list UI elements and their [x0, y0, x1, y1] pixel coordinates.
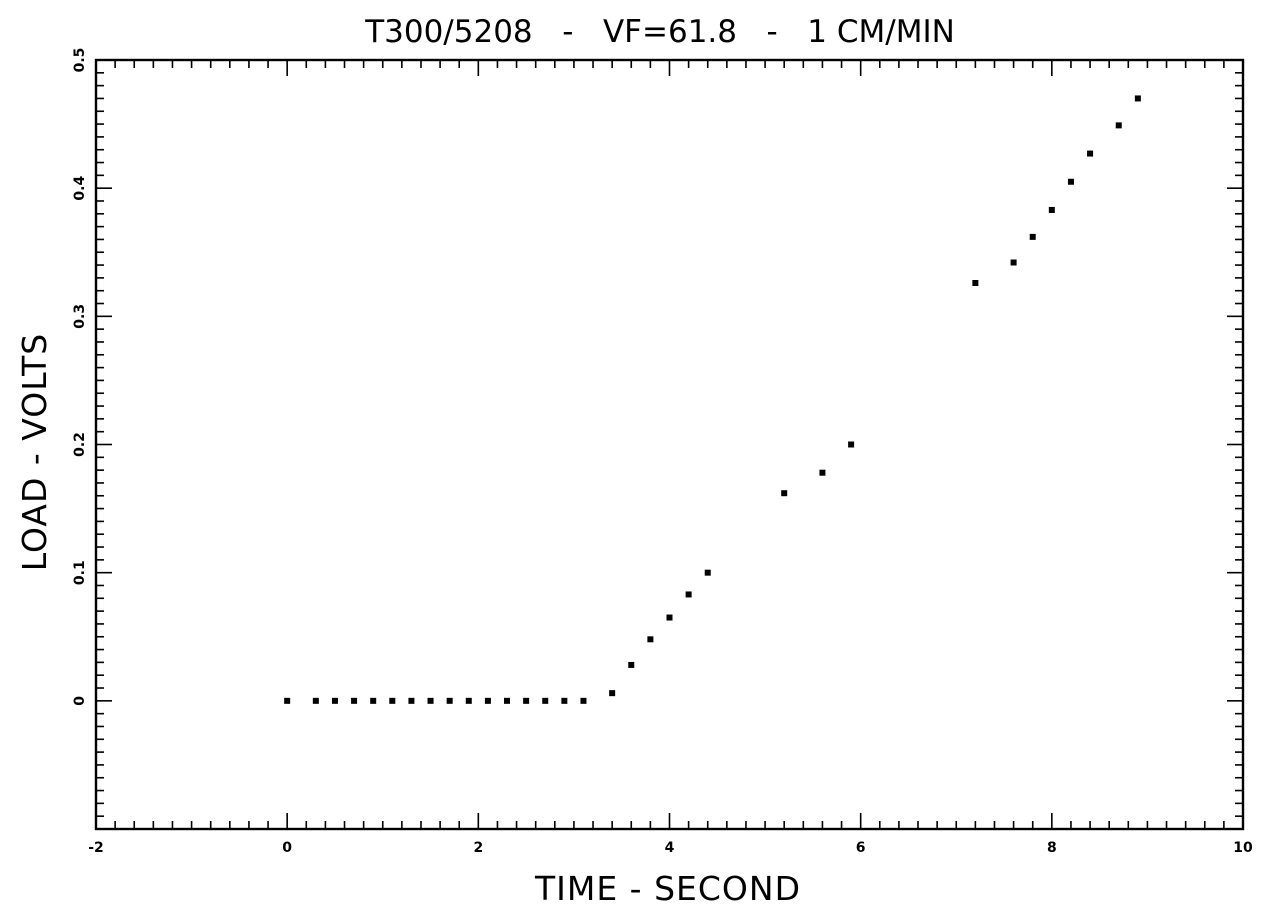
- data-point: [1115, 122, 1122, 129]
- data-point: [781, 490, 788, 497]
- data-point: [427, 697, 434, 704]
- plot-frame: [94, 58, 1245, 831]
- data-point: [351, 697, 358, 704]
- data-point: [523, 697, 530, 704]
- data-point: [1010, 259, 1017, 266]
- x-tick-label: 8: [1047, 840, 1057, 856]
- data-point: [704, 569, 711, 576]
- x-tick-label: 6: [856, 840, 866, 856]
- data-point: [408, 697, 415, 704]
- x-tick-label: 4: [665, 840, 675, 856]
- data-point: [561, 697, 568, 704]
- data-point: [312, 697, 319, 704]
- major-ticks: [95, 59, 1244, 829]
- chart-title: T300/5208 - VF=61.8 - 1 CM/MIN: [364, 14, 955, 50]
- data-point: [465, 697, 472, 704]
- y-axis-label: LOAD - VOLTS: [15, 333, 54, 571]
- data-point: [628, 661, 635, 668]
- x-tick-label: 10: [1233, 840, 1253, 856]
- data-point: [504, 697, 511, 704]
- y-tick-label: 0.2: [72, 432, 88, 457]
- x-tick-label: 2: [473, 840, 483, 856]
- data-point: [972, 280, 979, 287]
- x-tick-label: 0: [282, 840, 292, 856]
- data-point: [446, 697, 453, 704]
- y-tick-label: 0.3: [72, 304, 88, 329]
- x-tick-labels: -2 0 2 4 6 8 10: [88, 840, 1253, 856]
- data-point: [389, 697, 396, 704]
- data-point: [284, 697, 291, 704]
- x-tick-label: -2: [88, 840, 104, 856]
- y-tick-label: 0.1: [72, 560, 88, 585]
- data-point: [848, 441, 855, 448]
- y-tick-label: 0.5: [72, 48, 88, 73]
- data-point: [370, 697, 377, 704]
- x-axis-label: TIME - SECOND: [534, 869, 801, 908]
- y-tick-label: 0.4: [72, 176, 88, 201]
- data-point: [609, 690, 616, 697]
- data-point: [331, 697, 338, 704]
- data-points: [284, 95, 1141, 704]
- y-tick-label: 0: [72, 696, 88, 706]
- data-point: [685, 591, 692, 598]
- data-point: [1067, 178, 1074, 185]
- data-point: [1134, 95, 1141, 102]
- minor-ticks: [96, 60, 1243, 830]
- data-point: [484, 697, 491, 704]
- data-point: [1029, 233, 1036, 240]
- data-point: [666, 614, 673, 621]
- data-point: [1087, 150, 1094, 157]
- data-point: [647, 636, 654, 643]
- data-point: [542, 697, 549, 704]
- data-point: [580, 697, 587, 704]
- data-point: [819, 469, 826, 476]
- data-point: [1048, 206, 1055, 213]
- y-tick-labels: 0 0.1 0.2 0.3 0.4 0.5: [72, 48, 88, 706]
